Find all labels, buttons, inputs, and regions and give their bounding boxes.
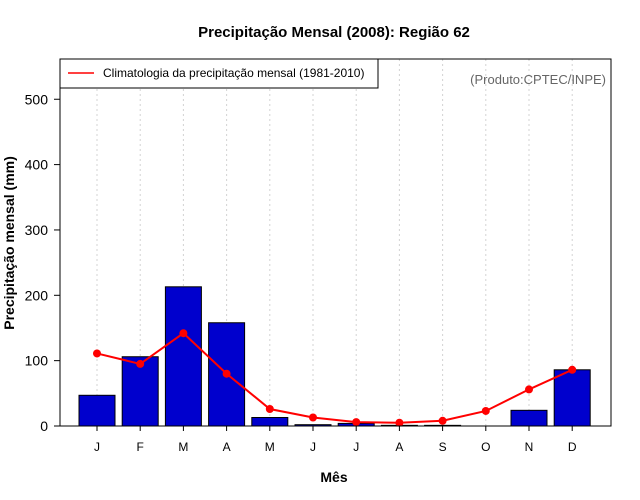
x-tick-label: O — [481, 440, 490, 454]
x-tick-label: A — [223, 440, 231, 454]
bar-d-11 — [553, 369, 591, 427]
bar-j-0 — [78, 394, 116, 427]
legend: Climatologia da precipitação mensal (198… — [59, 58, 379, 89]
x-tick-label: J — [353, 440, 359, 454]
x-tick-label: F — [137, 440, 144, 454]
climatology-point — [136, 359, 145, 368]
chart-title: Precipitação Mensal (2008): Região 62 — [198, 24, 470, 41]
x-tick-label: A — [395, 440, 403, 454]
climatology-point — [481, 406, 490, 415]
climatology-line — [96, 331, 573, 424]
climatology-point — [438, 416, 447, 425]
climatology-line-series — [93, 329, 577, 427]
climatology-point — [309, 413, 317, 422]
y-tick-label: 0 — [40, 418, 48, 434]
x-axis-label: Mês — [320, 469, 347, 485]
bar-n-10 — [510, 409, 548, 427]
climatology-point — [222, 369, 231, 378]
y-axis: 0 100 200 300 400 500 — [25, 91, 60, 434]
bar-m-2 — [164, 286, 202, 427]
climatology-point — [179, 329, 188, 338]
legend-box — [59, 58, 379, 89]
legend-label-climatology: Climatologia da precipitação mensal (198… — [103, 66, 364, 80]
x-tick-label: M — [265, 440, 275, 454]
x-tick-label: M — [178, 440, 188, 454]
climatology-point — [395, 418, 404, 427]
bar-series — [78, 286, 591, 427]
y-tick-label: 100 — [25, 353, 49, 369]
x-tick-label: D — [568, 440, 577, 454]
y-axis-label: Precipitação mensal (mm) — [1, 156, 17, 330]
climatology-point — [265, 405, 274, 414]
y-tick-label: 300 — [25, 222, 49, 238]
x-tick-label: J — [94, 440, 100, 454]
climatology-point — [568, 365, 577, 374]
x-tick-label: S — [439, 440, 447, 454]
y-tick-label: 400 — [25, 157, 49, 173]
climatology-point — [525, 385, 533, 394]
y-tick-label: 500 — [25, 91, 49, 107]
climatology-point — [93, 349, 101, 358]
y-tick-label: 200 — [25, 287, 49, 303]
bar-m-4 — [251, 417, 289, 427]
x-tick-label: N — [525, 440, 534, 454]
x-tick-label: J — [310, 440, 316, 454]
bar-f-1 — [121, 356, 159, 427]
climatology-point — [352, 418, 361, 427]
product-credit: (Produto:CPTEC/INPE) — [470, 72, 606, 87]
